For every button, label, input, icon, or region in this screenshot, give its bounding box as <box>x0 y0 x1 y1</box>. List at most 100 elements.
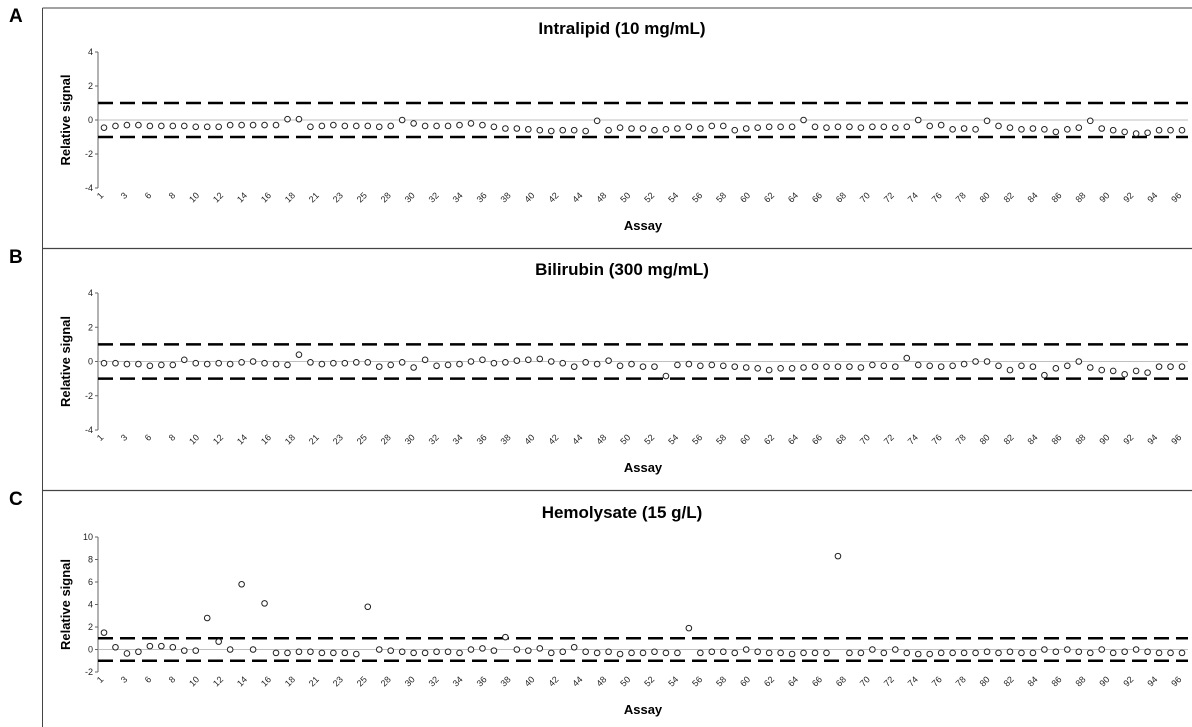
data-point <box>1132 367 1140 375</box>
data-point <box>605 648 612 656</box>
y-tick-label: 8 <box>88 555 93 565</box>
data-point <box>651 363 658 370</box>
y-tick-label: 0 <box>88 357 93 367</box>
data-point <box>479 356 486 364</box>
data-point <box>249 358 257 365</box>
data-point <box>398 359 406 366</box>
data-point <box>261 600 268 607</box>
data-point <box>903 649 911 657</box>
data-point <box>238 359 245 366</box>
data-point <box>1006 366 1014 374</box>
y-axis-label: Relative signal <box>58 316 73 407</box>
y-tick-label: 0 <box>88 645 93 655</box>
data-point <box>639 649 647 657</box>
data-point <box>662 372 670 380</box>
x-tick-label: 1 <box>95 432 106 443</box>
y-tick-label: 2 <box>88 322 93 332</box>
data-point <box>1052 128 1060 136</box>
data-point <box>135 121 142 129</box>
data-point <box>226 121 234 129</box>
data-point <box>674 649 681 657</box>
data-point <box>697 649 704 657</box>
data-point <box>1121 128 1128 136</box>
data-point <box>788 365 796 372</box>
data-point <box>123 650 131 657</box>
data-point <box>628 360 635 368</box>
data-point <box>180 647 188 654</box>
data-point <box>146 362 154 370</box>
y-tick-label: 0 <box>88 115 93 125</box>
data-point <box>1018 649 1025 657</box>
data-point <box>1144 369 1151 376</box>
chart-title: Bilirubin (300 mg/mL) <box>535 260 709 279</box>
data-point <box>674 361 681 369</box>
data-point <box>1167 649 1174 657</box>
data-point <box>1178 649 1186 657</box>
data-point <box>295 115 303 123</box>
data-point <box>341 122 349 130</box>
data-point <box>903 123 911 131</box>
data-point <box>444 648 452 656</box>
data-point <box>628 125 635 132</box>
data-point <box>1029 363 1037 370</box>
data-point <box>513 646 521 653</box>
data-point <box>880 362 888 370</box>
data-point <box>398 116 406 124</box>
data-point <box>742 364 750 371</box>
data-point <box>536 645 544 652</box>
data-point <box>834 552 842 560</box>
data-point <box>112 122 119 130</box>
data-point <box>731 126 739 134</box>
data-point <box>616 124 624 131</box>
x-tick-label: 3 <box>119 674 130 685</box>
data-point <box>880 649 888 657</box>
data-point <box>192 123 200 131</box>
data-point <box>318 122 326 130</box>
data-point <box>146 642 154 650</box>
data-point <box>352 650 360 658</box>
y-tick-label: -2 <box>85 391 93 401</box>
data-point <box>685 360 693 368</box>
data-point <box>158 361 165 369</box>
data-point <box>559 359 567 367</box>
data-point <box>433 648 440 656</box>
y-tick-label: 2 <box>88 622 93 632</box>
data-point <box>1075 358 1083 365</box>
data-point <box>112 643 119 651</box>
data-point <box>421 122 429 130</box>
data-point <box>995 649 1002 657</box>
data-point <box>593 649 601 657</box>
data-point <box>949 649 956 657</box>
data-point <box>777 123 784 131</box>
data-point <box>960 360 968 368</box>
data-point <box>823 124 830 131</box>
data-point <box>410 364 417 371</box>
x-tick-label: 8 <box>167 432 178 443</box>
data-point <box>1109 126 1117 134</box>
data-point <box>456 121 463 129</box>
data-point <box>983 358 991 365</box>
x-tick-label: 6 <box>143 432 154 443</box>
data-point <box>215 638 222 645</box>
data-point <box>444 361 452 369</box>
x-axis-label: Assay <box>624 702 663 717</box>
data-point <box>765 649 773 657</box>
data-point <box>559 126 567 134</box>
data-point <box>1086 117 1094 125</box>
data-point <box>1132 130 1140 137</box>
data-point <box>1075 648 1083 656</box>
data-point <box>570 643 578 651</box>
data-point <box>135 360 142 368</box>
data-point <box>100 629 108 636</box>
data-point <box>834 363 842 370</box>
data-point <box>1064 126 1071 133</box>
data-point <box>1052 365 1060 372</box>
data-point <box>754 365 761 372</box>
y-tick-label: 4 <box>88 288 93 298</box>
x-tick-label: 1 <box>95 674 106 685</box>
data-point <box>731 649 739 657</box>
data-point <box>937 363 945 370</box>
data-point <box>1064 362 1071 370</box>
